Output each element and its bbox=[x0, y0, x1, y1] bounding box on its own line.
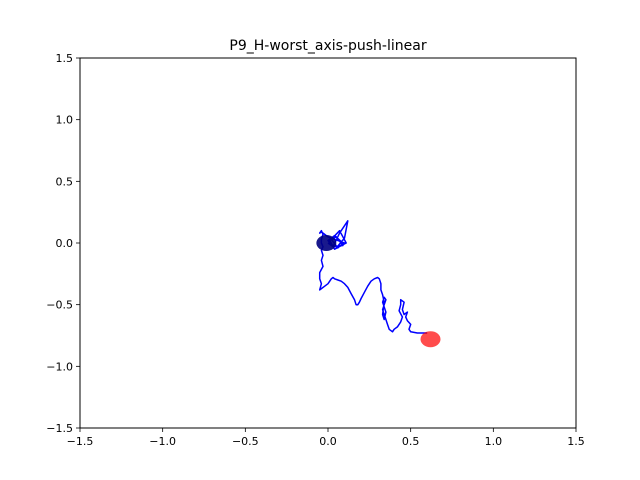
x-tick-label: −1.5 bbox=[67, 435, 94, 448]
y-tick-label: −0.5 bbox=[46, 299, 73, 312]
y-tick-label: 1.5 bbox=[56, 52, 74, 65]
start-marker bbox=[420, 331, 441, 348]
y-tick-label: 1.0 bbox=[56, 114, 74, 127]
y-tick-label: 0.5 bbox=[56, 175, 74, 188]
x-tick-label: −0.5 bbox=[232, 435, 259, 448]
series-layer bbox=[318, 220, 428, 334]
marker-layer bbox=[316, 235, 441, 348]
chart-title: P9_H-worst_axis-push-linear bbox=[229, 38, 426, 54]
x-tick-label: 1.5 bbox=[567, 435, 585, 448]
y-tick-label: −1.5 bbox=[46, 422, 73, 435]
trajectory-line-0 bbox=[318, 220, 428, 334]
end-marker bbox=[316, 235, 337, 251]
x-tick-label: 1.0 bbox=[485, 435, 503, 448]
x-tick-label: −1.0 bbox=[149, 435, 176, 448]
x-tick-label: 0.5 bbox=[402, 435, 420, 448]
y-tick-label: −1.0 bbox=[46, 360, 73, 373]
y-axis: −1.5 −1.0 −0.5 0.0 0.5 1.0 1.5 bbox=[46, 52, 80, 435]
y-tick-label: 0.0 bbox=[56, 237, 74, 250]
x-tick-label: 0.0 bbox=[319, 435, 337, 448]
x-axis: −1.5 −1.0 −0.5 0.0 0.5 1.0 1.5 bbox=[67, 428, 585, 448]
